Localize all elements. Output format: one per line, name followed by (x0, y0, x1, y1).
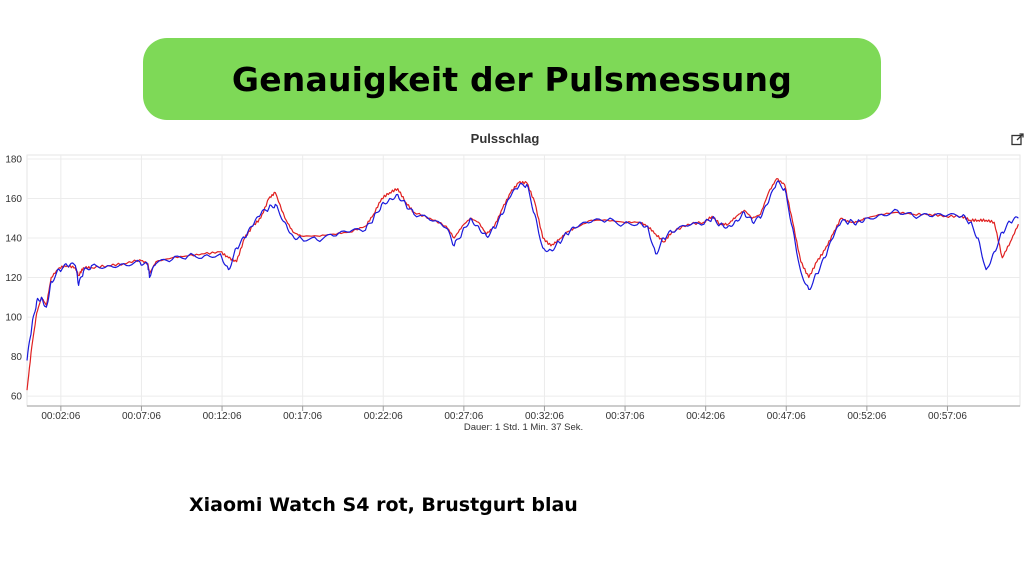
y-tick-label: 140 (5, 234, 22, 245)
y-tick-label: 120 (5, 273, 22, 284)
title-banner: Genauigkeit der Pulsmessung (143, 38, 881, 120)
x-tick-label: 00:17:06 (283, 411, 322, 422)
caption: Xiaomi Watch S4 rot, Brustgurt blau (189, 494, 578, 516)
x-tick-label: 00:07:06 (122, 411, 161, 422)
export-icon[interactable] (1011, 133, 1024, 146)
series-line-watch (26, 178, 1019, 391)
x-tick-label: 00:57:06 (928, 411, 967, 422)
x-tick-label: 00:42:06 (686, 411, 725, 422)
banner-title: Genauigkeit der Pulsmessung (231, 59, 793, 99)
x-tick-label: 00:12:06 (203, 411, 242, 422)
chart-series (26, 178, 1019, 391)
x-tick-label: 00:27:06 (444, 411, 483, 422)
x-tick-label: 00:37:06 (606, 411, 645, 422)
x-tick-label: 00:47:06 (767, 411, 806, 422)
x-tick-label: 00:22:06 (364, 411, 403, 422)
y-tick-label: 100 (5, 313, 22, 324)
x-tick-label: 00:02:06 (41, 411, 80, 422)
pulse-chart: 60 80 100 120 140 160 180 00:02:06 00:07:06 00:12… (5, 154, 1021, 433)
y-tick-label: 180 (5, 154, 22, 165)
y-tick-label: 80 (11, 352, 23, 363)
plot-area (26, 154, 1021, 407)
x-axis-label: Dauer: 1 Std. 1 Min. 37 Sek. (464, 422, 583, 433)
series-line-strap (26, 180, 1019, 361)
chart-grid (26, 154, 1021, 407)
chart-title: Pulsschlag (470, 131, 540, 146)
y-tick-label: 160 (5, 194, 22, 205)
x-tick-label: 00:32:06 (525, 411, 564, 422)
chart-axes: 60 80 100 120 140 160 180 00:02:06 00:07:06 00:12… (5, 154, 1020, 422)
x-tick-label: 00:52:06 (847, 411, 886, 422)
y-tick-label: 60 (11, 392, 23, 403)
